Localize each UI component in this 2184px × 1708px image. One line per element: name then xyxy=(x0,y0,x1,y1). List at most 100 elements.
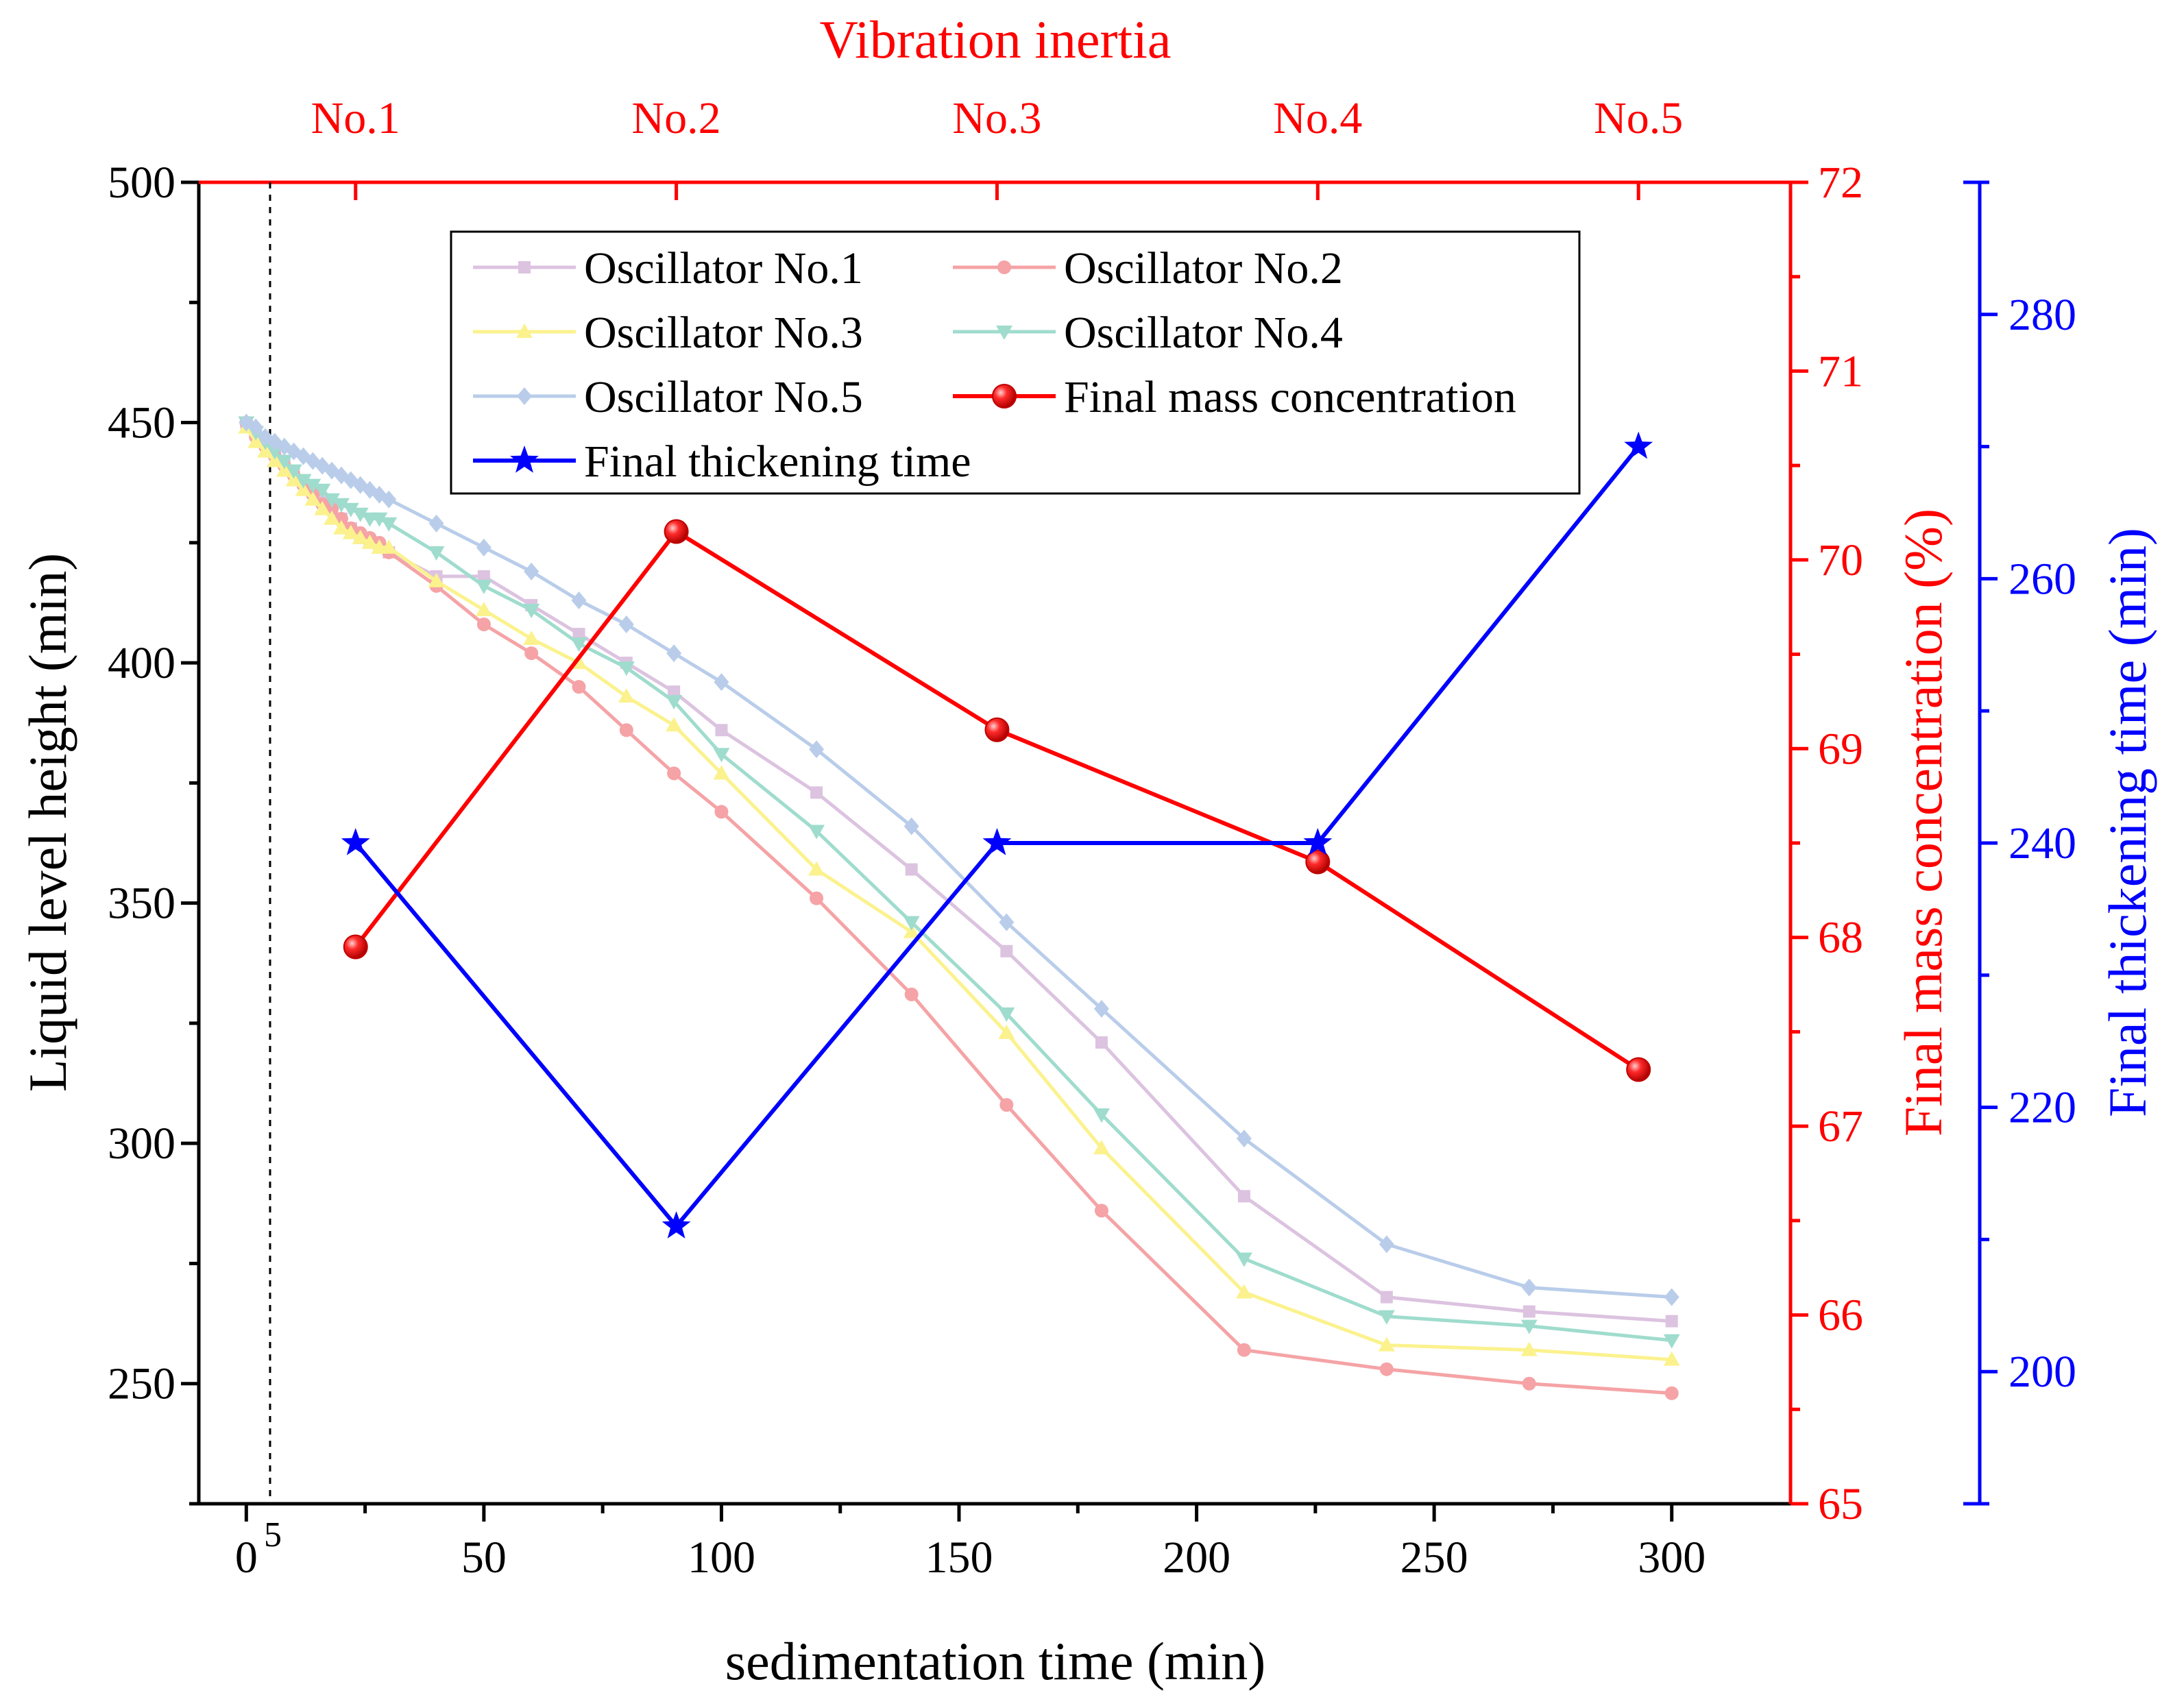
x-tick-label: 200 xyxy=(1163,1533,1230,1583)
point-oscillator-no-3 xyxy=(428,572,445,587)
point-oscillator-no-5 xyxy=(1664,1288,1679,1306)
point-oscillator-no-5 xyxy=(666,644,682,663)
point-oscillator-no-2 xyxy=(667,766,681,781)
point-oscillator-no-5 xyxy=(1379,1235,1394,1254)
point-oscillator-no-4 xyxy=(276,454,293,469)
x-tick-label-5: 5 xyxy=(264,1515,282,1554)
x-axis-label: sedimentation time (min) xyxy=(725,1631,1266,1691)
point-oscillator-no-4 xyxy=(1093,1108,1110,1123)
legend-frame xyxy=(450,230,1581,495)
point-final-thickening-time xyxy=(662,1211,691,1239)
point-oscillator-no-5 xyxy=(571,591,587,609)
point-oscillator-no-2 xyxy=(999,1098,1014,1112)
point-oscillator-no-1 xyxy=(810,786,823,799)
point-oscillator-no-1 xyxy=(477,570,490,583)
point-oscillator-no-4 xyxy=(570,637,587,652)
point-final-thickening-time xyxy=(982,828,1012,855)
point-oscillator-no-4 xyxy=(903,916,920,931)
legend-label-oscillator-no-5: Oscillator No.5 xyxy=(584,372,863,422)
point-oscillator-no-2 xyxy=(476,618,491,632)
point-oscillator-no-5 xyxy=(381,490,397,509)
point-oscillator-no-5 xyxy=(248,418,264,437)
point-oscillator-no-4 xyxy=(324,493,341,508)
point-oscillator-no-5 xyxy=(476,538,492,557)
point-oscillator-no-3 xyxy=(666,717,683,732)
y-tick-label: 300 xyxy=(108,1119,175,1169)
y2-tick-label: 70 xyxy=(1818,535,1863,585)
point-oscillator-no-4 xyxy=(1378,1310,1395,1325)
series-line-oscillator-no-5 xyxy=(245,421,1672,1299)
point-oscillator-no-5 xyxy=(903,817,919,835)
point-oscillator-no-3 xyxy=(998,1024,1015,1039)
point-final-thickening-time xyxy=(1303,828,1333,855)
y3-tick-label: 200 xyxy=(2009,1347,2076,1397)
series-line-final-mass-concentration xyxy=(354,529,1640,1072)
y-tick-label: 450 xyxy=(108,398,175,448)
point-oscillator-no-3 xyxy=(475,601,492,616)
legend-label-final-thickening-time: Final thickening time xyxy=(584,437,971,487)
x-tick-label: 0 xyxy=(235,1533,258,1583)
axes: 0 50 100 150 200 250 300 5 250 300 350 400 450 500 65 6… xyxy=(108,93,2076,1583)
top-tick-label: No.5 xyxy=(1594,93,1683,143)
point-oscillator-no-3 xyxy=(332,520,350,535)
y2-tick-label: 66 xyxy=(1818,1291,1863,1341)
point-oscillator-no-4 xyxy=(618,661,635,676)
y2-tick-label: 69 xyxy=(1818,724,1863,774)
y2-tick-label: 68 xyxy=(1818,913,1863,963)
point-oscillator-no-2 xyxy=(524,646,539,661)
chart-title: Vibration inertia xyxy=(820,10,1172,69)
point-oscillator-no-5 xyxy=(714,673,729,692)
point-oscillator-no-4 xyxy=(342,502,359,517)
point-oscillator-no-4 xyxy=(475,579,492,594)
y3-axis-label: Final thickening time (min) xyxy=(2098,528,2157,1117)
point-oscillator-no-3 xyxy=(1520,1341,1538,1356)
point-oscillator-no-2 xyxy=(1664,1386,1679,1400)
point-oscillator-no-2 xyxy=(1237,1343,1251,1357)
y3-tick-label: 240 xyxy=(2009,818,2076,868)
point-final-mass-concentration xyxy=(984,717,1010,742)
point-oscillator-no-3 xyxy=(618,688,635,703)
point-oscillator-no-3 xyxy=(257,443,274,458)
series-line-oscillator-no-4 xyxy=(245,421,1672,1343)
point-oscillator-no-3 xyxy=(324,510,341,525)
point-oscillator-no-4 xyxy=(332,498,350,513)
y-tick-label: 350 xyxy=(108,879,175,929)
point-oscillator-no-3 xyxy=(1235,1284,1252,1299)
point-oscillator-no-3 xyxy=(380,539,398,554)
point-oscillator-no-2 xyxy=(904,987,919,1001)
point-oscillator-no-1 xyxy=(1000,944,1013,957)
legend-marker-oscillator-no-5 xyxy=(517,387,532,405)
x-tick-label: 300 xyxy=(1638,1533,1706,1583)
point-oscillator-no-4 xyxy=(713,748,730,763)
point-final-mass-concentration xyxy=(1305,849,1331,875)
y3-tick-label: 220 xyxy=(2009,1083,2076,1133)
legend-marker-oscillator-no-1 xyxy=(518,261,531,273)
point-oscillator-no-1 xyxy=(572,628,585,641)
y3-tick-label: 260 xyxy=(2009,554,2076,604)
point-oscillator-no-5 xyxy=(1236,1130,1252,1148)
legend-label-oscillator-no-2: Oscillator No.2 xyxy=(1064,243,1343,293)
x-tick-label: 50 xyxy=(461,1533,507,1583)
point-oscillator-no-1 xyxy=(1665,1315,1678,1328)
point-oscillator-no-3 xyxy=(266,452,283,467)
point-oscillator-no-3 xyxy=(314,500,331,515)
point-oscillator-no-2 xyxy=(1379,1362,1394,1376)
point-oscillator-no-2 xyxy=(810,891,824,905)
point-oscillator-no-5 xyxy=(1093,999,1109,1018)
point-oscillator-no-2 xyxy=(1522,1376,1536,1391)
top-tick-label: No.3 xyxy=(952,93,1041,143)
point-oscillator-no-4 xyxy=(285,464,302,479)
legend-label-oscillator-no-1: Oscillator No.1 xyxy=(584,243,863,293)
top-tick-label: No.1 xyxy=(311,93,400,143)
point-oscillator-no-3 xyxy=(352,529,369,544)
point-oscillator-no-3 xyxy=(808,861,825,876)
point-oscillator-no-2 xyxy=(1094,1204,1108,1218)
point-oscillator-no-4 xyxy=(371,512,388,527)
x-tick-label: 250 xyxy=(1400,1533,1468,1583)
point-oscillator-no-1 xyxy=(1095,1036,1108,1049)
x-tick-label: 100 xyxy=(688,1533,755,1583)
point-oscillator-no-5 xyxy=(524,562,539,581)
y2-tick-label: 65 xyxy=(1818,1479,1863,1529)
point-oscillator-no-5 xyxy=(999,913,1015,931)
point-oscillator-no-4 xyxy=(352,507,369,522)
